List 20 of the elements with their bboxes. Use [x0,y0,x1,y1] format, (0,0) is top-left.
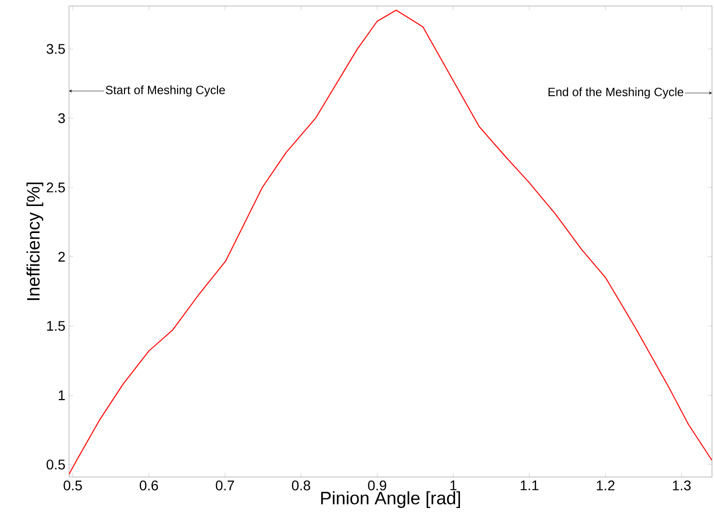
y-tick-label: 0.5 [46,460,65,470]
y-tick-label: 3.5 [46,44,65,54]
line-series [69,10,712,475]
y-axis-title: Inefficiency [%] [26,182,44,300]
annotation: Start of Meshing Cycle [106,85,225,97]
y-tick-label: 1.5 [47,321,65,331]
annotation: End of the Meshing Cycle [548,87,684,99]
x-axis-title: Pinion Angle [rad] [321,491,460,508]
x-tick-label: 0.8 [292,480,310,490]
y-tick-label: 1 [58,390,65,400]
x-tick-label: 0.6 [140,480,158,490]
x-tick-label: 0.7 [216,480,234,490]
x-tick-label: 1.3 [672,480,691,490]
y-tick-label: 2 [58,252,65,262]
x-tick-label: 1 [450,480,456,490]
y-tick-label: 2.5 [46,182,65,192]
x-tick-label: 1.1 [520,480,538,490]
x-tick-label: 0.9 [368,480,386,490]
x-tick-label: 1.2 [596,480,614,490]
y-tick-label: 3 [58,113,65,124]
